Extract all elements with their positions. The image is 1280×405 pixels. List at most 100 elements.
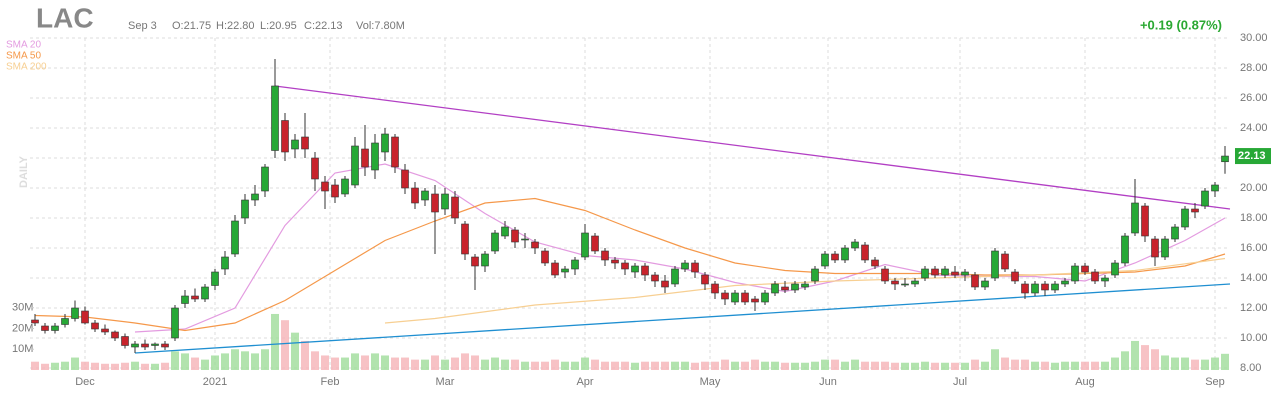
candle-body bbox=[771, 283, 779, 294]
y-tick-label: 28.00 bbox=[1240, 62, 1268, 74]
volume-bar bbox=[201, 359, 209, 370]
candle-body bbox=[1191, 208, 1199, 213]
candle-body bbox=[421, 190, 429, 201]
candle-body bbox=[1071, 265, 1079, 282]
volume-bar bbox=[1041, 361, 1049, 370]
sma-line bbox=[384, 257, 1226, 324]
candle-body bbox=[501, 226, 509, 237]
candle-body bbox=[581, 232, 589, 258]
legend-entry: SMA 20 bbox=[6, 40, 41, 51]
volume-bar bbox=[141, 363, 149, 370]
volume-bar bbox=[1001, 357, 1009, 370]
candle-body bbox=[61, 318, 69, 325]
candle-body bbox=[911, 280, 919, 285]
volume-bar bbox=[621, 361, 629, 370]
candle-body bbox=[1161, 238, 1169, 258]
candle-body bbox=[691, 262, 699, 273]
candle-body bbox=[191, 295, 199, 300]
volume-bar bbox=[321, 355, 329, 370]
candle-body bbox=[1141, 205, 1149, 237]
candle-body bbox=[211, 271, 219, 286]
volume-bar bbox=[881, 361, 889, 370]
volume-bar bbox=[571, 361, 579, 370]
volume-bar bbox=[381, 355, 389, 370]
y2-tick-label: 30M bbox=[12, 302, 33, 314]
volume-bar bbox=[951, 362, 959, 370]
candle-body bbox=[711, 283, 719, 294]
volume-bar bbox=[921, 361, 929, 370]
volume-bar bbox=[501, 359, 509, 370]
volume-bar bbox=[941, 362, 949, 370]
date: Sep 3 bbox=[128, 20, 157, 32]
volume-bar bbox=[231, 349, 239, 370]
volume-bar bbox=[751, 359, 759, 370]
x-tick-label: Aug bbox=[1075, 376, 1095, 388]
y2-tick-label: 20M bbox=[12, 322, 33, 334]
candle-body bbox=[371, 142, 379, 171]
candle-body bbox=[491, 232, 499, 252]
candle-body bbox=[31, 319, 39, 324]
volume-bar bbox=[1121, 351, 1129, 370]
candle-body bbox=[1131, 202, 1139, 234]
candle-body bbox=[221, 256, 229, 270]
volume-bar bbox=[611, 361, 619, 370]
volume-bar bbox=[931, 362, 939, 370]
candle-body bbox=[391, 136, 399, 168]
volume-bar bbox=[581, 357, 589, 370]
candle-body bbox=[411, 187, 419, 204]
volume-bar bbox=[641, 361, 649, 370]
volume-bar bbox=[221, 353, 229, 370]
volume-bar bbox=[351, 353, 359, 370]
volume-bar bbox=[341, 357, 349, 370]
candle-body bbox=[141, 343, 149, 348]
volume-bar bbox=[81, 361, 89, 370]
volume-bar bbox=[1111, 357, 1119, 370]
volume-bar bbox=[1031, 361, 1039, 370]
volume-bar bbox=[861, 361, 869, 370]
volume-bar bbox=[821, 359, 829, 370]
volume-bar bbox=[31, 361, 39, 370]
candle-body bbox=[291, 139, 299, 150]
candle-body bbox=[521, 238, 529, 241]
candle-body bbox=[1151, 238, 1159, 258]
candle-body bbox=[831, 253, 839, 261]
candle-body bbox=[881, 268, 889, 282]
candle-body bbox=[121, 336, 129, 346]
volume-bar bbox=[51, 362, 59, 370]
candle-body bbox=[901, 283, 909, 286]
candle-body bbox=[671, 268, 679, 285]
candle-body bbox=[621, 262, 629, 270]
volume-bar bbox=[251, 353, 259, 370]
candle-body bbox=[961, 271, 969, 276]
volume-bar bbox=[461, 353, 469, 370]
candle-body bbox=[821, 253, 829, 267]
candle-body bbox=[151, 343, 159, 346]
volume-bar bbox=[1061, 361, 1069, 370]
volume-bar bbox=[1091, 361, 1099, 370]
candle-body bbox=[921, 268, 929, 279]
volume-bar bbox=[531, 361, 539, 370]
volume-bar bbox=[1081, 361, 1089, 370]
volume-bar bbox=[1171, 357, 1179, 370]
volume-bar bbox=[511, 359, 519, 370]
volume-bar bbox=[1181, 357, 1189, 370]
volume-bar bbox=[781, 362, 789, 370]
volume-bar bbox=[901, 362, 909, 370]
candle-body bbox=[701, 274, 709, 285]
candle-body bbox=[81, 310, 89, 324]
candle-body bbox=[811, 268, 819, 282]
candle-body bbox=[201, 286, 209, 300]
candle-body bbox=[791, 283, 799, 291]
candle-body bbox=[131, 343, 139, 348]
volume-bar bbox=[261, 349, 269, 370]
candle-body bbox=[1031, 283, 1039, 294]
y-tick-label: 10.00 bbox=[1240, 332, 1268, 344]
trendline bbox=[134, 283, 1231, 354]
volume-bar bbox=[711, 361, 719, 370]
volume-bar bbox=[211, 355, 219, 370]
volume-bar bbox=[1211, 357, 1219, 370]
volume-bar bbox=[41, 363, 49, 370]
candle-body bbox=[681, 262, 689, 270]
